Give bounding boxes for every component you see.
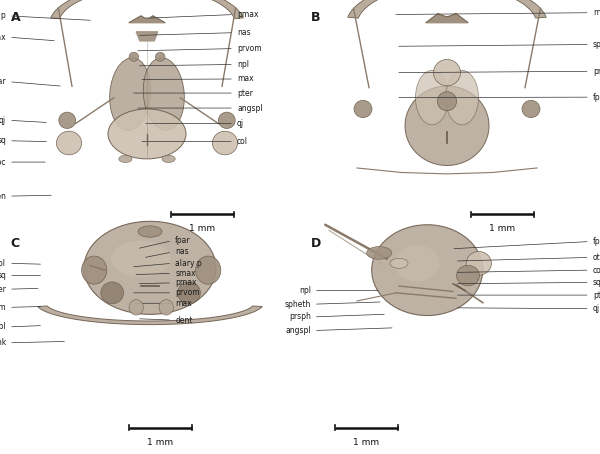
Text: prsph: prsph bbox=[593, 67, 600, 76]
Ellipse shape bbox=[218, 112, 235, 128]
Text: C: C bbox=[11, 237, 20, 250]
Ellipse shape bbox=[390, 258, 408, 268]
Text: angspl: angspl bbox=[285, 326, 311, 335]
Ellipse shape bbox=[437, 92, 457, 111]
Text: col: col bbox=[237, 137, 248, 146]
Text: fpar: fpar bbox=[0, 77, 6, 86]
Text: pmax: pmax bbox=[237, 10, 259, 19]
Text: sq: sq bbox=[0, 271, 6, 280]
Ellipse shape bbox=[372, 225, 482, 316]
Text: 1 mm: 1 mm bbox=[353, 438, 379, 447]
Ellipse shape bbox=[108, 109, 186, 159]
Text: qj: qj bbox=[593, 304, 600, 313]
Text: max: max bbox=[237, 74, 254, 84]
Text: A: A bbox=[11, 11, 20, 25]
Ellipse shape bbox=[457, 265, 479, 286]
Ellipse shape bbox=[155, 52, 165, 61]
Text: spheth: spheth bbox=[284, 300, 311, 309]
Ellipse shape bbox=[59, 112, 76, 128]
Ellipse shape bbox=[415, 70, 449, 125]
Text: angspl: angspl bbox=[237, 104, 263, 113]
Ellipse shape bbox=[162, 155, 175, 163]
Text: smax: smax bbox=[0, 33, 6, 42]
Text: 1 mm: 1 mm bbox=[148, 438, 173, 447]
Text: pter: pter bbox=[0, 285, 6, 294]
Ellipse shape bbox=[84, 221, 216, 314]
Polygon shape bbox=[38, 306, 262, 325]
Text: angspl: angspl bbox=[0, 322, 6, 331]
Text: 1 mm: 1 mm bbox=[490, 224, 515, 233]
Ellipse shape bbox=[119, 155, 132, 163]
Ellipse shape bbox=[466, 252, 491, 275]
Ellipse shape bbox=[129, 300, 143, 315]
Polygon shape bbox=[426, 14, 468, 23]
Text: pter: pter bbox=[237, 89, 253, 98]
Text: fpar: fpar bbox=[593, 237, 600, 246]
Text: otoc: otoc bbox=[0, 158, 6, 167]
Ellipse shape bbox=[354, 100, 372, 118]
Text: prvom: prvom bbox=[175, 288, 200, 297]
Ellipse shape bbox=[138, 226, 162, 237]
Ellipse shape bbox=[196, 256, 221, 284]
Ellipse shape bbox=[82, 256, 107, 284]
Ellipse shape bbox=[56, 131, 82, 155]
Text: sq: sq bbox=[0, 136, 6, 145]
Ellipse shape bbox=[367, 247, 392, 259]
Text: 1 mm: 1 mm bbox=[190, 224, 215, 233]
Text: mmk: mmk bbox=[593, 8, 600, 17]
Text: spheth: spheth bbox=[593, 40, 600, 49]
Text: D: D bbox=[311, 237, 321, 250]
Text: qj: qj bbox=[237, 119, 244, 128]
Ellipse shape bbox=[405, 86, 489, 166]
Text: occ con: occ con bbox=[0, 192, 6, 201]
Text: qj: qj bbox=[0, 116, 6, 125]
Ellipse shape bbox=[111, 241, 171, 277]
Polygon shape bbox=[50, 0, 244, 19]
Polygon shape bbox=[348, 0, 546, 18]
Ellipse shape bbox=[129, 52, 139, 61]
Text: pter: pter bbox=[593, 291, 600, 300]
Text: pmax: pmax bbox=[175, 278, 197, 287]
Text: nas: nas bbox=[237, 28, 251, 37]
Ellipse shape bbox=[433, 59, 461, 86]
Text: prsph: prsph bbox=[289, 312, 311, 321]
Ellipse shape bbox=[159, 300, 173, 315]
Ellipse shape bbox=[445, 70, 479, 125]
Text: smax: smax bbox=[175, 269, 196, 278]
Text: alary p: alary p bbox=[0, 11, 6, 20]
Text: B: B bbox=[311, 11, 320, 25]
Ellipse shape bbox=[522, 100, 540, 118]
Text: sq: sq bbox=[593, 278, 600, 287]
Polygon shape bbox=[129, 16, 165, 23]
Text: npl: npl bbox=[299, 286, 311, 295]
Ellipse shape bbox=[110, 58, 151, 130]
Text: nas: nas bbox=[175, 247, 189, 257]
Polygon shape bbox=[136, 32, 158, 41]
Ellipse shape bbox=[178, 282, 200, 304]
Ellipse shape bbox=[143, 58, 184, 130]
Text: fpar: fpar bbox=[593, 93, 600, 102]
Text: prvom: prvom bbox=[237, 44, 262, 53]
Text: fpar: fpar bbox=[175, 236, 191, 245]
Ellipse shape bbox=[395, 245, 439, 281]
Text: mmk: mmk bbox=[0, 338, 6, 347]
Text: npl: npl bbox=[237, 60, 249, 69]
Text: otoc: otoc bbox=[593, 253, 600, 262]
Ellipse shape bbox=[212, 131, 238, 155]
Text: col: col bbox=[0, 259, 6, 268]
Text: max: max bbox=[175, 299, 192, 308]
Text: col: col bbox=[593, 266, 600, 275]
Text: prvom: prvom bbox=[0, 303, 6, 312]
Ellipse shape bbox=[101, 282, 124, 304]
Text: dent: dent bbox=[175, 316, 193, 325]
Text: alary p: alary p bbox=[175, 259, 202, 268]
